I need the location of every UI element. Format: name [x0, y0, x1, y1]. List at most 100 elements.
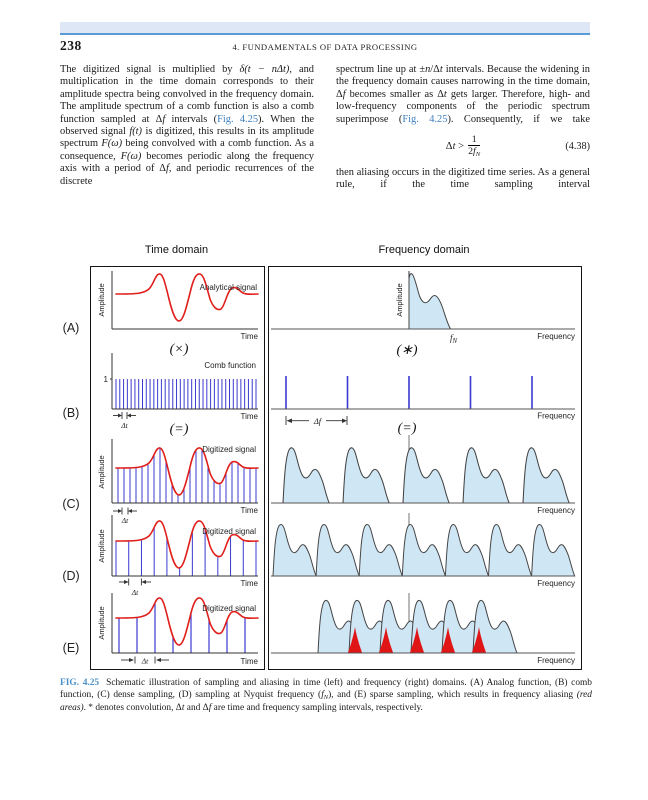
page-header: 238 4. FUNDAMENTALS OF DATA PROCESSING — [60, 38, 590, 56]
freq-panel-c: Frequency — [271, 435, 575, 515]
body-text: The digitized signal is multiplied by δ(… — [60, 64, 590, 192]
text-segment: > — [455, 140, 465, 152]
text-segment: t — [181, 703, 185, 714]
frequency-comb-spikes — [285, 376, 533, 409]
freq-panel-e: Frequency — [271, 593, 575, 665]
figure-4-25: Time domain Frequency domain (A) (B) (C)… — [0, 242, 648, 676]
frequency-domain-box: Amplitude fN Frequency (∗) Frequency — [268, 266, 582, 670]
frequency-axis-label: Frequency — [537, 412, 575, 421]
time-axis-label: Time — [241, 412, 259, 421]
frequency-axis-label: Frequency — [537, 506, 575, 515]
time-panel-e: Amplitude Digitized signal Time Δt — [97, 593, 259, 666]
text-segment: intervals ( — [165, 113, 218, 125]
time-domain-box: Amplitude Analytical signal Time (×) 1 C… — [90, 266, 265, 670]
equals-operator: (=) — [398, 421, 417, 436]
text-segment: is digitized, this results in its amplit… — [60, 126, 314, 150]
equation-body: Δt > 1 2fN — [374, 134, 552, 160]
comb-function-label: Comb function — [204, 361, 256, 370]
text-segment: gets larger. Therefore, high- and low-fr… — [336, 88, 590, 125]
fraction-numerator: 1 — [468, 134, 481, 147]
text-segment: /Δ — [430, 64, 440, 75]
periodic-spectra-separated — [282, 447, 570, 504]
text-segment: t — [443, 88, 447, 100]
time-axis-label: Time — [241, 579, 259, 588]
left-column: The digitized signal is multiplied by δ(… — [60, 64, 314, 192]
frequency-domain-title: Frequency domain — [378, 244, 470, 256]
text-segment: ). Consequently, if we take — [447, 113, 590, 125]
freq-panel-b: Frequency Δf — [271, 376, 575, 426]
panel-label-d: (D) — [62, 569, 80, 583]
text-segment: The digitized signal is multiplied by — [60, 64, 240, 75]
digitized-signal-label: Digitized signal — [202, 445, 256, 454]
frequency-axis-label: Frequency — [537, 656, 575, 665]
text-segment: and Δ — [184, 703, 209, 714]
figure-caption: FIG. 4.25 Schematic illustration of sampl… — [60, 678, 592, 715]
delta-t-label: Δt — [141, 657, 149, 666]
text-segment: (red areas) — [60, 689, 592, 714]
text-segment: f — [321, 689, 324, 700]
text-segment: ), and (E) sparse sampling, which result… — [328, 689, 577, 700]
delta-t-label: Δt — [131, 588, 139, 597]
text-segment: t — [439, 64, 443, 75]
equation-number: (4.38) — [565, 140, 590, 152]
running-title: 4. FUNDAMENTALS OF DATA PROCESSING — [232, 42, 418, 52]
sample-lines-nyquist — [115, 527, 257, 576]
sample-lines-dense — [117, 448, 257, 503]
text-segment: f — [342, 88, 346, 100]
multiply-operator: (×) — [170, 342, 189, 357]
digitized-signal-curve — [115, 520, 259, 569]
figure-caption-text: Schematic illustration of sampling and a… — [60, 678, 592, 713]
text-segment: Δ — [445, 140, 453, 152]
unit-tick-label: 1 — [104, 375, 109, 384]
right-column: spectrum line up at ±n/Δt intervals. Bec… — [336, 64, 590, 192]
delta-t-marker — [121, 656, 169, 664]
time-panel-b: 1 Comb function Time Δt — [104, 353, 259, 430]
time-domain-plot: Amplitude Analytical signal Time (×) 1 C… — [97, 271, 259, 666]
right-paragraph-1: spectrum line up at ±n/Δt intervals. Bec… — [336, 64, 590, 126]
amplitude-axis-label: Amplitude — [97, 606, 106, 639]
right-paragraph-2: then aliasing occurs in the digitized ti… — [336, 166, 590, 191]
aliasing-red-areas — [348, 627, 486, 653]
text-segment: N — [323, 693, 329, 701]
fraction-denominator: 2fN — [468, 146, 480, 160]
panel-label-b: (B) — [62, 406, 80, 420]
amplitude-spectrum-shape — [408, 273, 452, 330]
text-segment: are time and frequency sampling interval… — [211, 703, 423, 714]
frequency-axis-label: Frequency — [537, 332, 575, 341]
text-segment: δ(t − nΔt) — [239, 64, 290, 75]
text-segment: F(ω) — [120, 150, 142, 162]
left-paragraph: The digitized signal is multiplied by δ(… — [60, 64, 314, 188]
digitized-signal-curve — [115, 597, 259, 646]
time-axis-label: Time — [241, 332, 259, 341]
text-segment: f — [162, 113, 166, 125]
figure-reference-link[interactable]: Fig. 4.25 — [402, 113, 448, 125]
delta-f-marker — [285, 416, 348, 425]
figure-reference-link[interactable]: Fig. 4.25 — [217, 113, 259, 125]
text-segment: becomes periodic along the frequency axi… — [60, 150, 315, 175]
frequency-domain-plot: Amplitude fN Frequency (∗) Frequency — [271, 271, 576, 665]
sample-lines-sparse — [118, 602, 246, 653]
convolution-operator: (∗) — [396, 343, 417, 358]
delta-t-marker — [119, 578, 151, 586]
figure-caption-label: FIG. 4.25 — [60, 678, 100, 688]
text-segment: becomes smaller as Δ — [345, 88, 444, 100]
frequency-axis-label: Frequency — [537, 579, 575, 588]
amplitude-axis-label: Amplitude — [97, 455, 106, 488]
freq-panel-a: Amplitude fN Frequency — [271, 271, 575, 345]
equation-fraction: 1 2fN — [468, 134, 481, 160]
text-segment: f — [473, 146, 476, 158]
text-segment: ). When the observed signal — [60, 113, 315, 138]
delta-t-label: Δt — [120, 421, 128, 430]
text-segment: f(t) — [129, 126, 143, 138]
delta-f-label: Δf — [313, 416, 323, 426]
text-segment: F(ω) — [101, 138, 123, 150]
amplitude-axis-label: Amplitude — [395, 283, 404, 316]
time-panel-d: Amplitude Digitized signal Time Δt — [97, 515, 259, 597]
text-segment: N — [475, 150, 481, 158]
equation-lhs: Δt > — [446, 141, 464, 153]
equation-4-38: Δt > 1 2fN (4.38) — [336, 134, 590, 160]
time-axis-label: Time — [241, 657, 259, 666]
analytical-signal-curve — [115, 273, 259, 322]
text-segment: being convolved with a comb function. As… — [60, 138, 314, 162]
text-segment: spectrum line up at ± — [336, 64, 426, 75]
